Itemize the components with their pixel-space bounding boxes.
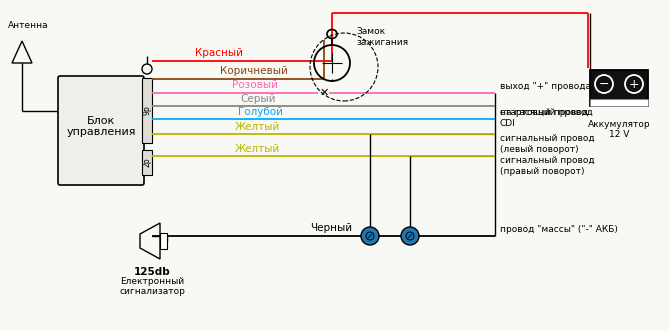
Text: Коричневый: Коричневый [220,66,288,76]
Bar [160,233,167,249]
Text: Замок
зажигания: Замок зажигания [356,27,408,47]
Text: Серый: Серый [240,94,275,104]
Text: сигнальный провод
(левый поворот): сигнальный провод (левый поворот) [500,134,595,154]
Text: Розовый: Розовый [232,80,278,90]
Bar [142,150,152,175]
Text: сигнальный провод
(правый поворот): сигнальный провод (правый поворот) [500,156,595,176]
Circle shape [361,227,379,245]
Text: стартовый провод: стартовый провод [500,108,588,117]
Text: выход "+" провода: выход "+" провода [500,82,591,91]
Text: −: − [599,77,609,90]
Text: 125db: 125db [133,267,170,277]
Text: ✕: ✕ [320,88,330,98]
Text: провод "массы" ("-" АКБ): провод "массы" ("-" АКБ) [500,225,618,234]
Text: Желтый: Желтый [235,122,280,132]
Text: Аккумулятор
12 V: Аккумулятор 12 V [588,120,651,139]
Circle shape [401,227,419,245]
Text: Желтый: Желтый [235,144,280,154]
Text: 2р: 2р [143,158,151,167]
Bar [590,99,648,106]
FancyBboxPatch shape [58,76,144,185]
Text: Блок
управления: Блок управления [66,116,136,137]
Text: Антенна: Антенна [8,21,49,30]
Text: Красный: Красный [195,48,243,58]
Text: на гасящий провод
CDI: на гасящий провод CDI [500,108,593,128]
Text: +: + [628,77,639,90]
Text: Голубой: Голубой [238,107,283,117]
Text: 9р: 9р [143,106,151,116]
Bar [142,78,152,143]
Text: Черный: Черный [310,223,352,233]
Bar [590,70,648,106]
Text: Електронный
сигнализатор: Електронный сигнализатор [119,277,185,296]
